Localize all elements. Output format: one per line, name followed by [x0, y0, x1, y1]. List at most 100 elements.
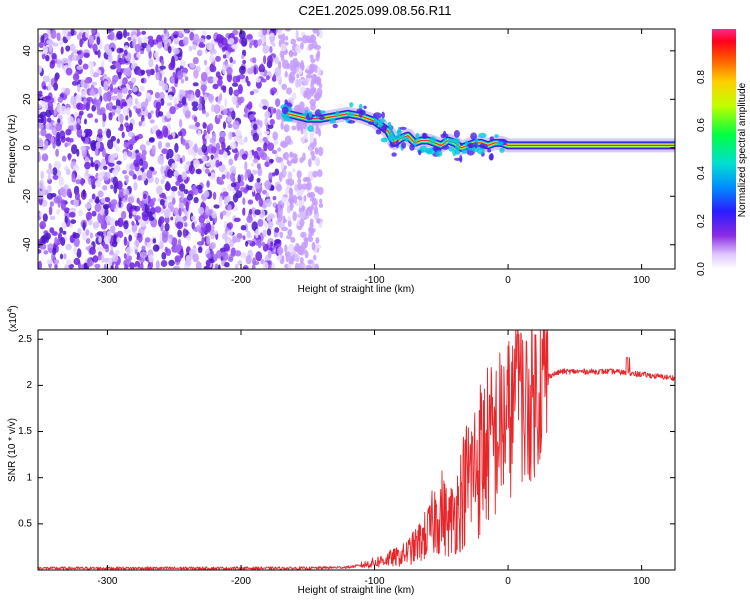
- spectrogram-noise-speck: [164, 216, 170, 224]
- spectrogram-noise-speck: [165, 180, 170, 190]
- spectrogram-noise-speck: [169, 106, 176, 115]
- spectrogram-noise-speck: [310, 58, 316, 63]
- spectrogram-noise-speck: [200, 231, 205, 237]
- spectrogram-noise-speck: [234, 153, 238, 161]
- spectrogram-noise-speck: [128, 170, 135, 177]
- spectrogram-noise-speck: [152, 170, 158, 176]
- spectrogram-ridge-blotch: [422, 132, 427, 139]
- snr-x-tick-label: -300: [97, 576, 117, 587]
- spectrogram-noise-speck: [192, 43, 197, 51]
- spectrogram-noise-speck: [309, 227, 316, 233]
- spectrogram-noise-speck: [158, 80, 165, 87]
- spectrogram-noise-speck: [140, 50, 145, 55]
- spectrogram-noise-speck: [38, 152, 41, 162]
- spectrogram-noise-speck: [54, 236, 58, 245]
- spectrogram-noise-speck: [191, 101, 199, 108]
- spectrogram-noise-speck: [205, 205, 210, 216]
- spectrogram-noise-speck: [222, 54, 227, 59]
- spectrogram-noise-speck: [109, 83, 114, 92]
- spectrogram-ridge-blotch: [335, 110, 340, 118]
- spectrogram-noise-speck: [203, 190, 210, 198]
- colorbar-tick-label: 0.6: [696, 118, 707, 132]
- spectrogram-noise-speck: [199, 95, 203, 105]
- spectrogram-noise-speck: [228, 131, 233, 141]
- spectrogram-noise-speck: [206, 235, 211, 245]
- spectrogram-ridge-blotch: [470, 132, 477, 140]
- spectrogram-noise-speck: [185, 201, 189, 211]
- spectrogram-noise-speck: [84, 161, 91, 170]
- snr-panel: -300 -200 -100 0 100 0.5 1 1.5 2 2.5 Height of s…: [7, 305, 676, 596]
- spectrogram-ridge-blotch: [453, 130, 460, 138]
- spectrogram-noise-speck: [97, 128, 103, 136]
- spectrogram-noise-speck: [301, 136, 305, 144]
- spectrogram-noise-speck: [264, 180, 272, 190]
- spectrogram-noise-speck: [246, 230, 251, 239]
- spectrogram-noise-speck: [103, 236, 111, 244]
- spectrogram-noise-speck: [102, 185, 108, 191]
- spectrogram-noise-speck: [61, 57, 68, 64]
- spectrogram-noise-speck: [121, 87, 128, 94]
- spectrogram-noise-speck: [179, 93, 184, 99]
- spectrogram-noise-speck: [132, 210, 137, 216]
- spectrogram-noise-speck: [161, 83, 169, 91]
- spectrogram-ridge-blotch: [489, 153, 494, 161]
- spectrogram-noise-speck: [40, 111, 48, 117]
- spectrogram-noise-speck: [263, 142, 268, 152]
- spectrogram-noise-speck: [173, 97, 178, 106]
- spectrogram-noise-speck: [155, 64, 159, 74]
- spectrogram-noise-speck: [256, 177, 261, 183]
- spectrogram-ridge-blotch: [443, 136, 447, 145]
- spectrogram-noise-speck: [165, 142, 171, 148]
- spectrogram-noise-speck: [226, 116, 232, 123]
- spectrogram-x-tick-label: -300: [97, 275, 117, 286]
- snr-y-multiplier: (x104): [7, 305, 19, 332]
- spectrogram-noise-speck: [120, 60, 126, 65]
- spectrogram-noise-speck: [293, 254, 300, 262]
- spectrogram-noise-speck: [252, 132, 259, 142]
- spectrogram-noise-speck: [106, 103, 110, 111]
- spectrogram-noise-speck: [205, 162, 211, 167]
- spectrogram-noise-speck: [244, 223, 248, 233]
- spectrogram-noise-speck: [284, 135, 292, 145]
- spectrogram-noise-speck: [288, 49, 294, 58]
- spectrogram-noise-speck: [191, 184, 197, 192]
- snr-plot-frame: [37, 329, 676, 571]
- spectrogram-noise-speck: [277, 206, 283, 217]
- spectrogram-noise-speck: [95, 141, 101, 150]
- spectrogram-noise-speck: [232, 235, 238, 244]
- spectrogram-noise-speck: [255, 77, 261, 83]
- spectrogram-noise-speck: [233, 136, 241, 142]
- spectrogram-noise-speck: [263, 130, 270, 135]
- spectrogram-ridge-blotch: [441, 145, 450, 150]
- spectrogram-ridge-blotch: [342, 116, 349, 120]
- spectrogram-noise-speck: [287, 220, 292, 228]
- spectrogram-noise-speck: [60, 201, 66, 211]
- spectrogram-noise-speck: [289, 151, 293, 158]
- spectrogram-noise-speck: [286, 159, 290, 165]
- spectrogram-noise-speck: [257, 218, 264, 227]
- spectrogram-noise-speck: [80, 79, 85, 88]
- colorbar: 0.0 0.2 0.4 0.6 0.8 Normalized spectral ampl…: [696, 29, 748, 276]
- spectrogram-noise-speck: [203, 94, 208, 101]
- spectrogram-noise-speck: [253, 150, 259, 161]
- spectrogram-noise-speck: [268, 213, 275, 220]
- spectrogram-ridge-blotch: [459, 142, 463, 146]
- spectrogram-noise-speck: [110, 184, 114, 190]
- spectrogram-noise-speck: [64, 215, 68, 225]
- spectrogram-ridge-blotch: [281, 106, 289, 115]
- spectrogram-noise-speck: [264, 111, 271, 119]
- spectrogram-noise-speck: [117, 217, 124, 228]
- spectrogram-noise-speck: [95, 196, 100, 204]
- spectrogram-noise-speck: [59, 38, 63, 46]
- spectrogram-noise-speck: [309, 147, 313, 152]
- spectrogram-noise-speck: [85, 29, 90, 38]
- spectrogram-noise-speck: [139, 158, 144, 166]
- spectrogram-noise-speck: [162, 204, 166, 209]
- spectrogram-noise-speck: [223, 243, 230, 252]
- spectrogram-ridge-blotch: [448, 146, 454, 152]
- spectrogram-noise-speck: [142, 160, 148, 170]
- spectrogram-noise-speck: [104, 207, 109, 216]
- spectrogram-noise-speck: [212, 76, 219, 83]
- spectrogram-noise-speck: [103, 203, 110, 210]
- spectrogram-noise-speck: [196, 184, 203, 190]
